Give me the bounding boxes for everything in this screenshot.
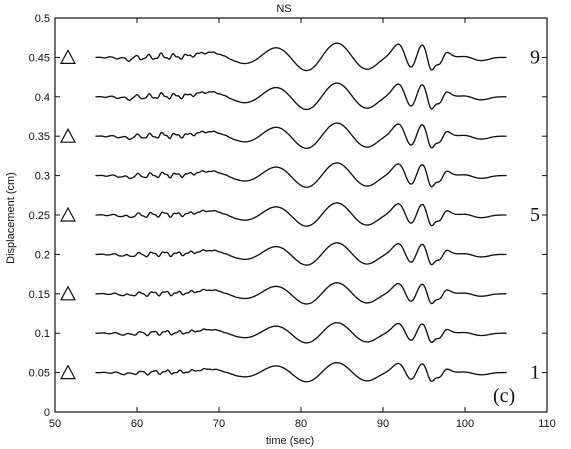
x-tick-label: 90	[377, 418, 389, 430]
y-tick-label: 0.1	[35, 328, 50, 340]
y-tick-label: 0.4	[35, 92, 50, 104]
y-tick-label: 0.15	[29, 289, 50, 301]
trace-7	[95, 122, 507, 150]
y-tick-label: 0	[44, 407, 50, 419]
trace-9	[95, 42, 507, 72]
x-tick-label: 60	[131, 418, 143, 430]
trace-3	[95, 282, 507, 305]
trace-2	[95, 322, 507, 344]
x-tick-label: 50	[49, 418, 61, 430]
triangle-marker-icon	[59, 285, 77, 301]
x-tick-label: 80	[295, 418, 307, 430]
trace-number-label: 9	[530, 46, 540, 68]
triangle-marker-icon	[59, 127, 77, 143]
trace-1	[95, 362, 507, 383]
y-tick-label: 0.2	[35, 249, 50, 261]
plot-frame	[54, 17, 548, 413]
trace-labels: 9 5 1	[59, 46, 540, 384]
triangle-marker-icon	[59, 206, 77, 222]
x-tick-label: 70	[213, 418, 225, 430]
y-tick-label: 0.35	[29, 131, 50, 143]
x-tick-label: 100	[456, 418, 474, 430]
chart-title: NS	[276, 3, 291, 15]
x-tick-label: 110	[538, 418, 556, 430]
panel-label: (c)	[493, 385, 515, 407]
trace-4	[95, 242, 507, 266]
trace-8	[95, 82, 507, 111]
waveform-traces	[95, 42, 507, 383]
y-tick-label: 0.45	[29, 52, 50, 64]
triangle-marker-icon	[59, 364, 77, 380]
y-tick-label: 0.25	[29, 210, 50, 222]
axes: 50 60 70 80 90 100 110 0 0.05 0.1 0.15 0.2 0.25 0.3 0.…	[29, 13, 556, 430]
triangle-marker-icon	[59, 49, 77, 64]
trace-6	[95, 162, 507, 188]
y-tick-label: 0.3	[35, 171, 50, 183]
x-axis-label: time (sec)	[266, 435, 314, 447]
y-tick-label: 0.05	[29, 368, 50, 380]
trace-number-label: 5	[530, 204, 540, 226]
y-axis-label: Displacement (cm)	[5, 172, 17, 264]
y-tick-label: 0.5	[35, 13, 50, 25]
trace-5	[95, 202, 507, 227]
trace-number-label: 1	[530, 362, 540, 384]
